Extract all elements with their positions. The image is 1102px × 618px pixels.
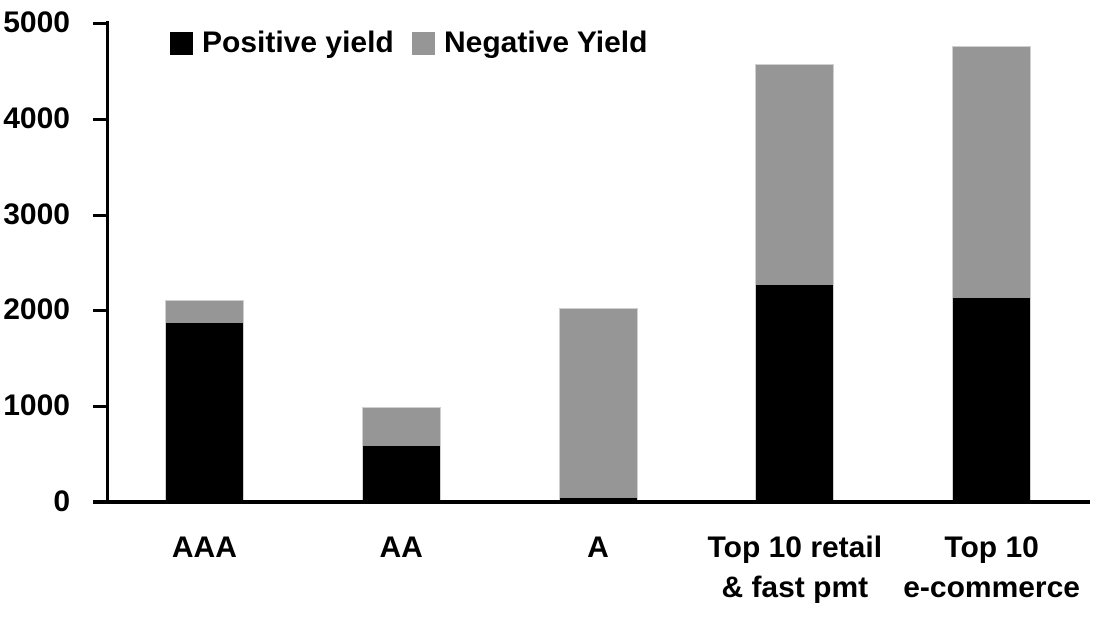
y-axis-tick-label: 4000: [3, 101, 70, 135]
x-axis-category-label: Top 10 e-commerce: [893, 528, 1090, 608]
legend-item: Positive yield: [170, 28, 394, 58]
bar-segment-negative: [559, 308, 637, 499]
x-axis-category-label: AA: [303, 528, 500, 568]
y-axis-tick-label: 5000: [3, 6, 70, 39]
bar-segment-positive: [756, 284, 834, 501]
bar-segment-positive: [559, 498, 637, 501]
y-axis-tick: [93, 117, 107, 121]
bar-segment-positive: [953, 297, 1031, 501]
legend-swatch-icon: [412, 31, 435, 55]
y-axis-tick-label: 1000: [3, 389, 70, 423]
legend-swatch-icon: [170, 31, 193, 55]
y-axis-tick: [93, 213, 107, 217]
x-axis-label-line: & fast pmt: [721, 571, 869, 604]
bar-aaa: [164, 299, 244, 502]
y-axis-line: [106, 21, 109, 504]
bar-top-10: [952, 45, 1032, 502]
y-axis-tick-label: 2000: [3, 293, 70, 327]
x-axis-label-line: A: [587, 531, 609, 564]
legend-item: Negative Yield: [412, 28, 647, 58]
bar-aa: [361, 407, 441, 502]
bar-segment-positive: [362, 445, 440, 501]
y-axis-tick: [93, 405, 107, 409]
bar-segment-positive: [165, 322, 243, 501]
x-axis-category-label: Top 10 retail & fast pmt: [696, 528, 893, 608]
legend-label: Negative Yield: [444, 26, 648, 59]
bar-a: [558, 307, 638, 502]
x-axis-label-line: e-commerce: [903, 571, 1080, 604]
bar-segment-negative: [953, 46, 1031, 298]
x-axis-category-label: A: [500, 528, 697, 568]
y-axis-tick: [93, 309, 107, 313]
y-axis-tick-label: 3000: [3, 197, 70, 231]
x-axis-category-label: AAA: [106, 528, 303, 568]
y-axis-tick: [93, 22, 107, 25]
bar-segment-negative: [756, 65, 834, 285]
x-axis-label-line: Top 10 retail: [707, 531, 883, 564]
bar-segment-negative: [165, 300, 243, 323]
x-axis-label-line: Top 10: [944, 531, 1039, 564]
x-axis-label-line: AAA: [171, 531, 237, 564]
y-axis-tick-label: 0: [53, 485, 70, 518]
bar-top-10-retail: [755, 64, 835, 502]
legend-label: Positive yield: [202, 26, 394, 59]
bar-segment-negative: [362, 408, 440, 446]
x-axis-label-line: AA: [379, 531, 423, 564]
x-axis-line: [93, 500, 1090, 504]
